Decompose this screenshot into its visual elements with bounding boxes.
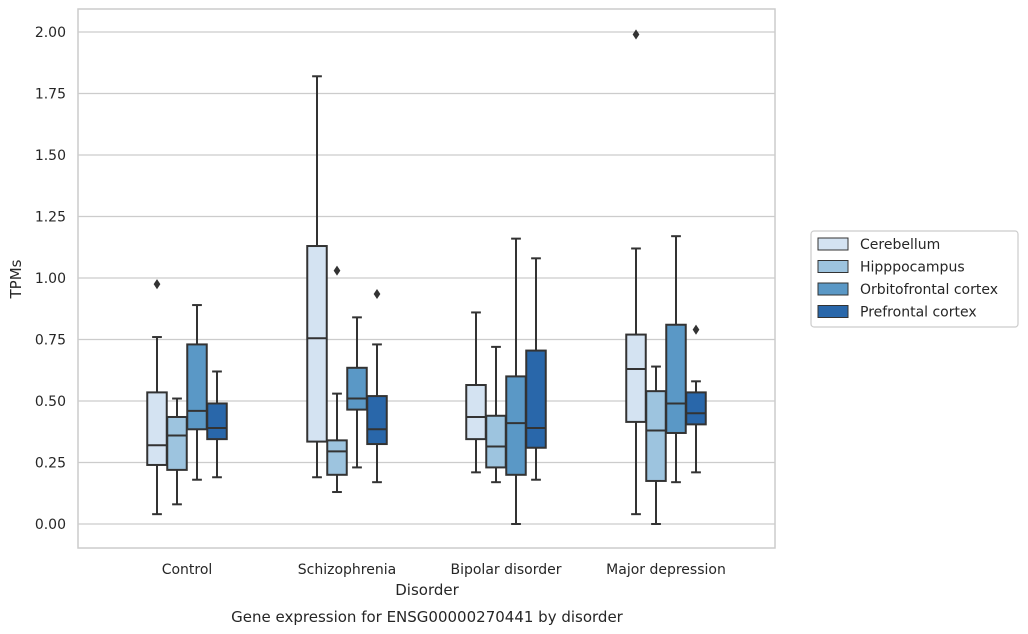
y-axis-label: TPMs (7, 259, 25, 299)
box-body (645, 390, 667, 482)
box-body (346, 366, 368, 411)
y-tick-label: 2.00 (35, 25, 66, 41)
y-tick-label: 1.25 (35, 210, 66, 226)
chart-caption: Gene expression for ENSG00000270441 by d… (231, 608, 624, 626)
box-body (206, 402, 228, 441)
box-body (525, 349, 547, 449)
plot-area-frame (77, 8, 776, 549)
box-body (326, 439, 348, 476)
box-orbitofrontal-cortex (665, 235, 687, 484)
legend: Cerebellum Hipppocampus Orbitofrontal cort… (810, 230, 1019, 328)
box-cerebellum (465, 311, 487, 474)
legend-swatch (817, 237, 849, 251)
box-body (465, 384, 487, 441)
box-cerebellum (625, 29, 647, 516)
box-orbitofrontal-cortex (346, 316, 368, 469)
y-tick-label: 0.00 (35, 517, 66, 533)
outlier-point (153, 279, 161, 290)
box-plot-marks (146, 29, 707, 525)
y-tick-label: 1.50 (35, 148, 66, 164)
box-prefrontal-cortex (366, 288, 388, 484)
y-tick-label: 1.00 (35, 271, 66, 287)
legend-entry-label: Hipppocampus (860, 260, 965, 276)
y-tick-label: 1.75 (35, 87, 66, 103)
outlier-point (333, 265, 341, 276)
x-tick-label: Bipolar disorder (450, 562, 561, 578)
box-body (306, 245, 328, 443)
box-body (625, 333, 647, 423)
box-hipppocampus (166, 397, 188, 506)
legend-entry-label: Orbitofrontal cortex (860, 282, 998, 298)
box-body (166, 415, 188, 471)
outlier-point (373, 288, 381, 300)
box-hipppocampus (326, 265, 348, 494)
legend-swatch (817, 282, 849, 296)
box-orbitofrontal-cortex (186, 304, 208, 481)
y-tick-label: 0.25 (35, 456, 66, 472)
box-body (485, 414, 507, 469)
y-axis-ticks: 0.00 0.25 0.50 0.75 1.00 1.25 1.50 1.75 2.00 (35, 25, 66, 533)
box-prefrontal-cortex (685, 324, 707, 474)
box-body (665, 323, 687, 434)
box-body (186, 343, 208, 431)
legend-frame (810, 230, 1019, 328)
box-prefrontal-cortex (206, 370, 228, 479)
x-axis-label: Disorder (395, 581, 459, 599)
x-tick-label: Major depression (606, 562, 726, 578)
box-body (366, 395, 388, 446)
box-hipppocampus (485, 345, 507, 484)
box-body (685, 391, 707, 426)
x-axis-ticks: Control Schizophrenia Bipolar disorder Majo… (162, 562, 726, 578)
box-prefrontal-cortex (525, 257, 547, 481)
y-tick-label: 0.50 (35, 394, 66, 410)
legend-entry-label: Cerebellum (860, 237, 940, 253)
legend-swatch (817, 260, 849, 273)
x-tick-label: Schizophrenia (298, 562, 396, 578)
box-hipppocampus (645, 365, 667, 525)
box-cerebellum (146, 279, 168, 516)
x-tick-label: Control (162, 562, 213, 578)
legend-swatch (817, 305, 849, 318)
box-body (146, 391, 168, 466)
legend-entry-label: Prefrontal cortex (860, 305, 977, 321)
box-body (505, 375, 527, 476)
outlier-point (632, 29, 640, 40)
y-tick-label: 0.75 (35, 333, 66, 349)
box-orbitofrontal-cortex (505, 237, 527, 525)
box-cerebellum (306, 75, 328, 479)
outlier-point (692, 324, 700, 335)
